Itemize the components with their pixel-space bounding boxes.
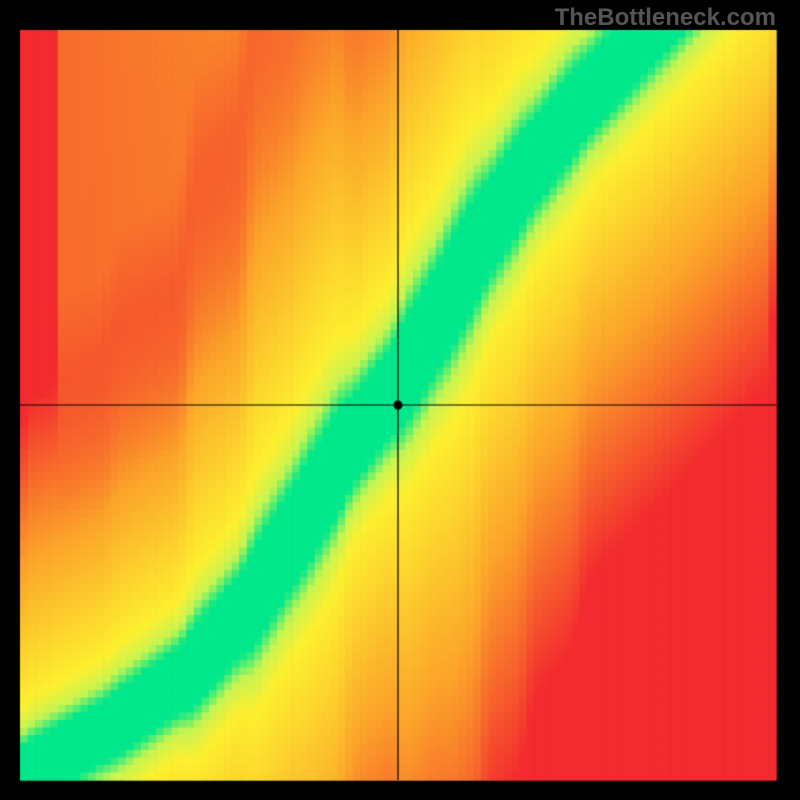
watermark-text: TheBottleneck.com (555, 4, 776, 32)
bottleneck-heatmap (0, 0, 800, 800)
chart-container: TheBottleneck.com (0, 0, 800, 800)
